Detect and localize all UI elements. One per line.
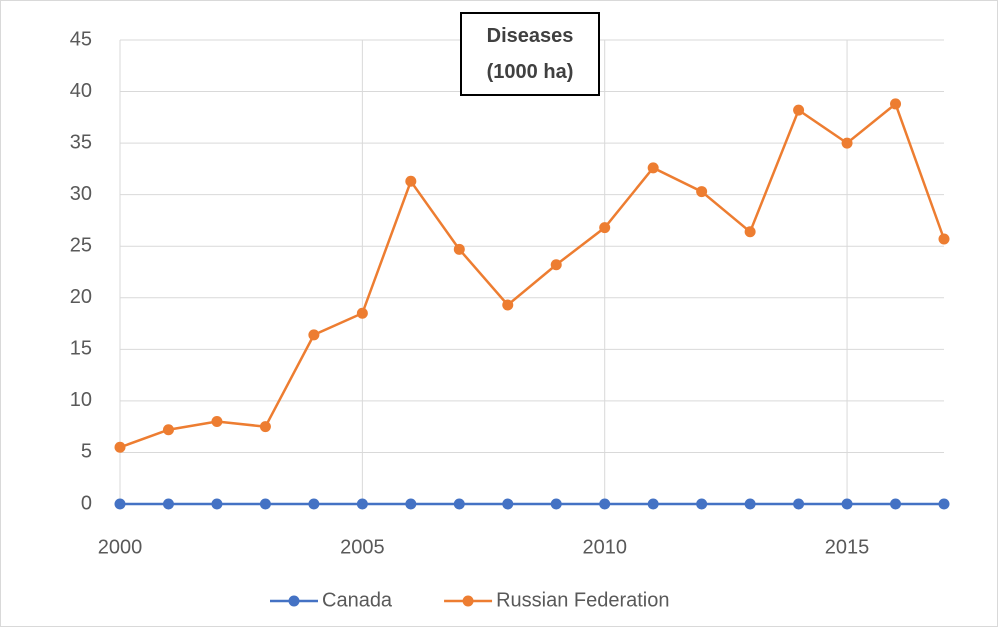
y-tick-label: 20: [70, 286, 92, 308]
data-point: [696, 498, 708, 510]
data-point: [647, 162, 659, 174]
data-point: [550, 498, 562, 510]
legend-label: Canada: [322, 589, 393, 611]
x-tick-label: 2015: [825, 536, 870, 558]
data-point: [162, 498, 174, 510]
y-tick-label: 40: [70, 80, 92, 102]
data-point: [356, 307, 368, 319]
x-tick-label: 2000: [98, 536, 143, 558]
data-point: [405, 175, 417, 187]
legend-label: Russian Federation: [496, 589, 669, 611]
data-point: [211, 498, 223, 510]
data-point: [599, 498, 611, 510]
y-tick-label: 45: [70, 28, 92, 50]
data-point: [114, 441, 126, 453]
data-point: [841, 498, 853, 510]
data-point: [502, 299, 514, 311]
data-point: [259, 498, 271, 510]
data-point: [890, 498, 902, 510]
y-tick-label: 15: [70, 338, 92, 360]
x-tick-label: 2010: [582, 536, 627, 558]
y-tick-label: 30: [70, 183, 92, 205]
data-point: [599, 222, 611, 234]
data-point: [308, 498, 320, 510]
y-tick-label: 0: [81, 492, 92, 514]
data-point: [696, 186, 708, 198]
y-tick-label: 35: [70, 131, 92, 153]
data-point: [308, 329, 320, 341]
data-point: [938, 233, 950, 245]
chart-title: Diseases (1000 ha): [460, 12, 600, 96]
data-point: [793, 104, 805, 116]
legend: Canada Russian Federation: [270, 589, 670, 611]
series-line: [119, 101, 946, 449]
data-point: [114, 498, 126, 510]
data-point: [793, 498, 805, 510]
data-point: [502, 498, 514, 510]
data-point: [162, 424, 174, 436]
data-point: [453, 498, 465, 510]
data-point: [356, 498, 368, 510]
data-point: [890, 98, 902, 110]
data-point: [744, 226, 756, 238]
data-point: [405, 498, 417, 510]
data-point: [938, 498, 950, 510]
data-point: [841, 137, 853, 149]
data-point: [550, 259, 562, 271]
y-tick-label: 10: [70, 389, 92, 411]
y-tick-label: 5: [81, 441, 92, 463]
data-point: [647, 498, 659, 510]
legend-marker: [288, 595, 300, 607]
x-tick-label: 2005: [340, 536, 385, 558]
y-tick-label: 25: [70, 235, 92, 257]
data-point: [744, 498, 756, 510]
data-point: [453, 243, 465, 255]
data-point: [259, 421, 271, 433]
legend-marker: [462, 595, 474, 607]
data-point: [211, 416, 223, 428]
